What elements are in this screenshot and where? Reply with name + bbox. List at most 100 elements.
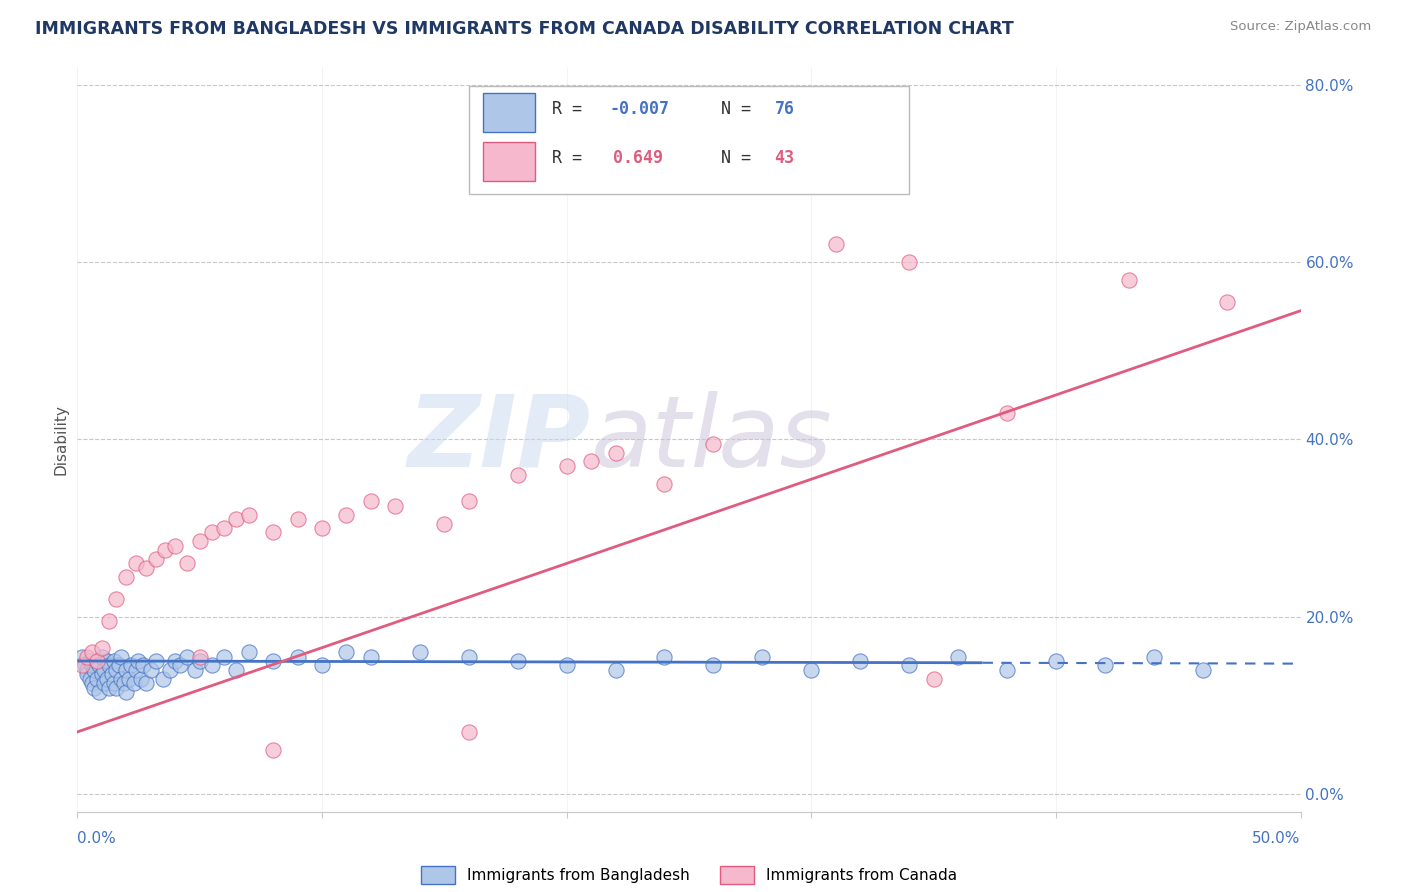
Point xyxy=(76,649,98,664)
Point xyxy=(335,508,357,522)
Text: 0.649: 0.649 xyxy=(613,149,664,167)
Y-axis label: Disability: Disability xyxy=(53,404,69,475)
Point xyxy=(93,663,115,677)
Point xyxy=(86,654,108,668)
Point xyxy=(800,663,823,677)
Text: N =: N = xyxy=(702,149,761,167)
Point xyxy=(176,649,198,664)
Point xyxy=(238,645,260,659)
Point xyxy=(118,672,141,686)
Point xyxy=(702,658,724,673)
Point xyxy=(287,512,309,526)
Point xyxy=(122,676,145,690)
Point xyxy=(108,658,131,673)
Point xyxy=(90,649,112,664)
Point xyxy=(112,676,135,690)
Point xyxy=(139,663,162,677)
Point xyxy=(98,614,121,628)
Point xyxy=(555,658,578,673)
Point xyxy=(98,681,121,695)
Point xyxy=(120,658,142,673)
Point xyxy=(898,658,921,673)
Point xyxy=(135,676,157,690)
Point xyxy=(702,436,724,450)
Point xyxy=(80,676,103,690)
Point xyxy=(225,663,247,677)
Point xyxy=(654,649,676,664)
Point xyxy=(457,494,479,508)
Point xyxy=(103,676,125,690)
Point xyxy=(90,640,112,655)
Text: 0.0%: 0.0% xyxy=(77,831,117,846)
Point xyxy=(96,654,118,668)
Text: R =: R = xyxy=(553,101,592,119)
Point xyxy=(262,742,284,756)
Point xyxy=(96,672,118,686)
Point xyxy=(80,658,103,673)
Point xyxy=(80,645,103,659)
Text: 50.0%: 50.0% xyxy=(1253,831,1301,846)
Point xyxy=(98,658,121,673)
Point xyxy=(212,649,235,664)
Point xyxy=(145,654,167,668)
Point xyxy=(79,654,101,668)
Point xyxy=(188,649,211,664)
Point xyxy=(169,658,191,673)
Point xyxy=(409,645,432,659)
Point xyxy=(103,654,125,668)
Point xyxy=(1143,649,1166,664)
Point xyxy=(125,663,148,677)
Point xyxy=(115,685,138,699)
Legend: Immigrants from Bangladesh, Immigrants from Canada: Immigrants from Bangladesh, Immigrants f… xyxy=(415,860,963,889)
Point xyxy=(751,649,773,664)
Point xyxy=(89,685,111,699)
Point xyxy=(1045,654,1067,668)
Point xyxy=(555,458,578,473)
Point xyxy=(457,725,479,739)
Text: 43: 43 xyxy=(775,149,794,167)
Point xyxy=(79,672,101,686)
Point xyxy=(159,663,181,677)
Point xyxy=(1216,294,1239,309)
Point xyxy=(93,676,115,690)
Point xyxy=(86,672,108,686)
Point xyxy=(145,552,167,566)
Point xyxy=(176,557,198,571)
Point xyxy=(824,237,846,252)
Point xyxy=(155,543,177,558)
Point xyxy=(127,654,149,668)
Point xyxy=(73,658,96,673)
Point xyxy=(311,521,333,535)
Point xyxy=(76,663,98,677)
Text: atlas: atlas xyxy=(591,391,832,488)
Point xyxy=(605,663,627,677)
Text: N =: N = xyxy=(702,101,761,119)
Point xyxy=(579,454,602,468)
Point xyxy=(165,539,187,553)
Point xyxy=(105,591,128,606)
Point xyxy=(100,667,122,681)
Point xyxy=(335,645,357,659)
Text: -0.007: -0.007 xyxy=(609,101,669,119)
Point xyxy=(1094,658,1116,673)
Text: R =: R = xyxy=(553,149,602,167)
Text: 76: 76 xyxy=(775,101,794,119)
Point xyxy=(165,654,187,668)
Point xyxy=(76,667,98,681)
Point xyxy=(1191,663,1213,677)
Point xyxy=(115,570,138,584)
Point xyxy=(225,512,247,526)
Point xyxy=(105,663,128,677)
Point xyxy=(262,654,284,668)
Point xyxy=(360,649,382,664)
Point xyxy=(506,467,529,482)
Point xyxy=(287,649,309,664)
FancyBboxPatch shape xyxy=(484,142,534,181)
Point xyxy=(83,663,105,677)
FancyBboxPatch shape xyxy=(484,93,534,132)
Point xyxy=(70,649,93,664)
Point xyxy=(188,654,211,668)
Text: Source: ZipAtlas.com: Source: ZipAtlas.com xyxy=(1230,20,1371,33)
Point xyxy=(849,654,872,668)
Point xyxy=(188,534,211,549)
